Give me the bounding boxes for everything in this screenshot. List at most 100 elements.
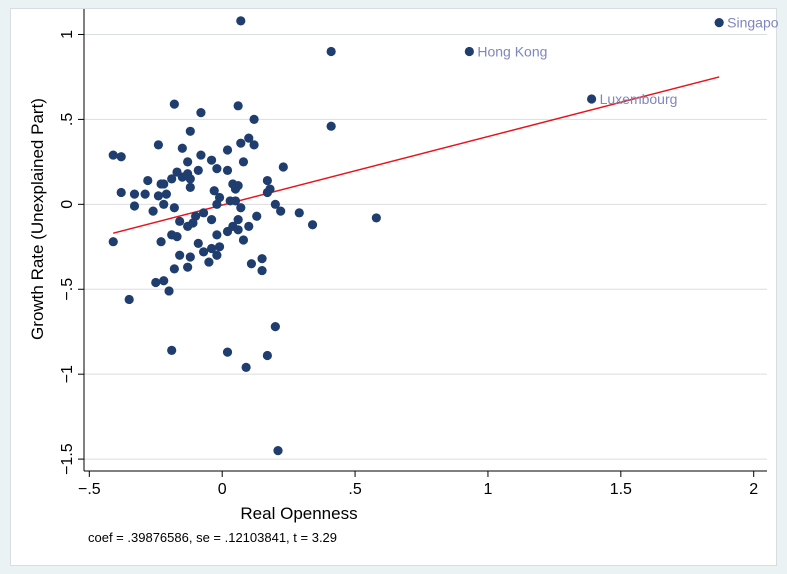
data-point [169,264,179,274]
data-point [183,221,193,232]
data-point [175,216,185,226]
y-tick-label: −.5 [59,278,76,301]
data-point [244,221,254,232]
data-point [326,46,336,57]
data-point [238,157,249,167]
data-point [156,179,166,189]
data-point [276,206,286,216]
y-tick-label: 1 [59,30,76,39]
x-tick-label: 2 [749,481,758,498]
data-point [116,152,126,162]
data-point [249,140,259,150]
y-tick-label: 0 [59,200,76,209]
x-tick-label: −.5 [78,481,101,498]
data-point [193,165,203,175]
point-label: Hong Kong [477,43,547,59]
data-point [140,189,150,199]
data-point [244,133,254,143]
data-point [209,186,219,196]
data-point [169,99,179,109]
data-point [159,276,169,286]
data-point [164,286,174,296]
data-point [262,175,272,186]
data-point [257,265,267,276]
data-point [108,237,118,247]
data-point [153,140,164,150]
data-point [212,230,222,240]
x-axis-title: Real Openness [240,504,357,523]
data-point [249,114,259,125]
axes: −1.5 −1 −.5 0 .5 1 −.5 0 .5 1 1.5 2 [59,9,767,498]
data-point [153,191,164,201]
data-point [204,257,214,267]
data-point [196,108,206,118]
data-point [214,242,225,252]
data-point [326,121,336,131]
data-point [236,16,246,26]
data-point [246,259,257,269]
data-point [230,196,241,206]
grid-lines [84,33,767,460]
data-point [156,237,166,247]
data-point [222,226,233,237]
data-point [108,150,118,160]
data-point [206,243,217,254]
data-point [307,220,318,230]
data-point [236,203,246,213]
data-point [151,277,161,288]
data-point [169,203,179,213]
data-point [270,322,280,332]
data-point [206,215,217,225]
data-point [252,211,262,221]
data-point [206,155,217,165]
data-point [262,350,272,361]
data-point [233,215,243,225]
data-point [161,189,171,199]
data-point [129,201,140,211]
data-point [371,213,381,223]
data-point [193,238,203,248]
data-point [183,262,193,272]
data-point [222,145,233,155]
data-point [159,199,169,209]
data-point [185,174,195,184]
x-tick-label: .5 [348,481,361,498]
data-point [116,187,126,198]
x-tick-label: 0 [218,481,227,498]
data-point [167,345,177,356]
data-point [167,174,177,184]
x-tick-label: 1.5 [610,481,632,498]
point-label: Luxembourg [600,91,678,107]
data-point [124,294,134,305]
regression-footnote: coef = .39876586, se = .12103841, t = 3.… [88,530,338,545]
data-point [233,101,243,111]
point-label: Singapo [727,15,778,31]
data-point [278,162,288,172]
data-point [222,165,233,175]
data-point [238,235,249,245]
data-point [185,252,195,262]
data-point [212,199,222,209]
y-tick-label: .5 [59,113,76,126]
data-point [198,208,209,218]
data-point [198,247,209,257]
data-point [294,208,304,218]
data-point [185,182,195,192]
data-point [177,143,187,153]
data-points [108,16,724,456]
x-tick-label: 1 [484,481,493,498]
data-point [177,172,187,182]
data-point [257,254,267,264]
data-point [185,126,195,136]
data-point [143,175,153,186]
data-point [273,446,283,456]
data-point [586,94,597,104]
data-point [175,250,185,260]
data-point [212,250,222,260]
data-point [241,362,251,372]
y-axis-title: Growth Rate (Unexplained Part) [28,98,47,340]
data-point [148,206,158,216]
data-point [222,347,233,357]
data-point [129,189,140,199]
data-point [196,150,206,160]
